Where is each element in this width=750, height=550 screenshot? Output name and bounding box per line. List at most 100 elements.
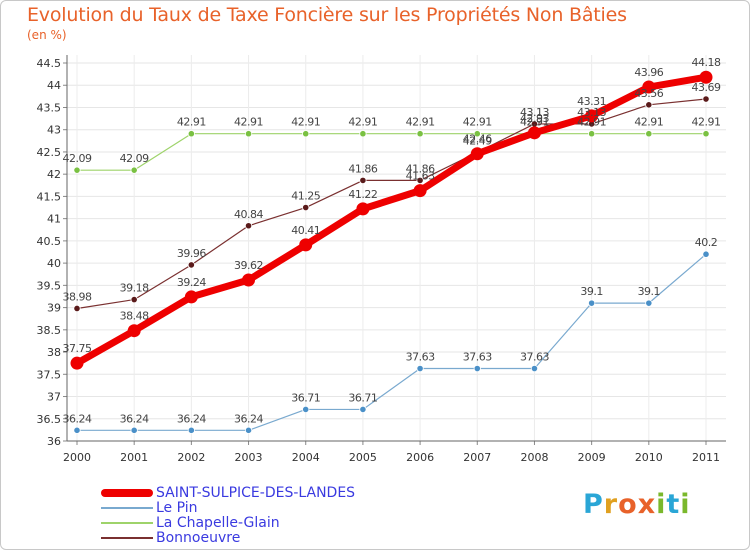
data-point — [302, 130, 310, 138]
data-point — [187, 426, 195, 434]
y-tick-label: 43.5 — [37, 101, 62, 114]
data-point — [702, 95, 710, 103]
x-tick-label: 2010 — [635, 451, 663, 464]
y-tick-label: 38.5 — [37, 324, 62, 337]
data-point — [416, 176, 424, 185]
y-tick-label: 39 — [47, 302, 61, 315]
chart-title: Evolution du Taux de Taxe Foncière sur l… — [27, 4, 627, 26]
data-label: 39.18 — [120, 282, 149, 295]
data-label: 43.69 — [692, 81, 721, 94]
data-labels: 36.24 36.24 36.24 36.24 36.71 36.71 37.63 37.63… — [63, 56, 722, 425]
series-line — [76, 98, 707, 310]
data-label: 44.18 — [692, 56, 721, 69]
data-point — [470, 147, 484, 161]
data-point — [413, 184, 427, 198]
x-tick-label: 2008 — [520, 451, 548, 464]
data-point — [359, 176, 367, 185]
y-tick-label: 41 — [47, 213, 61, 226]
data-label: 41.86 — [348, 162, 377, 175]
data-label: 39.1 — [580, 285, 603, 298]
data-point — [244, 130, 253, 138]
legend-swatch — [101, 522, 153, 524]
data-point — [588, 299, 596, 307]
data-label: 43.13 — [520, 106, 549, 119]
data-label: 42.91 — [463, 116, 492, 129]
data-label: 40.2 — [695, 236, 718, 249]
data-point — [473, 130, 481, 138]
data-point — [302, 203, 310, 212]
data-point — [702, 130, 710, 138]
data-point — [130, 426, 138, 434]
legend-swatch — [101, 507, 153, 509]
data-point — [242, 273, 256, 287]
data-point — [645, 101, 653, 109]
y-tick-label: 42 — [47, 168, 61, 181]
x-tick-label: 2011 — [692, 451, 720, 464]
data-label: 42.91 — [177, 116, 206, 129]
series-line — [73, 73, 710, 367]
data-label: 42.93 — [520, 112, 549, 125]
series-line — [76, 133, 707, 171]
data-point — [473, 364, 481, 373]
data-label: 38.48 — [120, 310, 149, 323]
legend-swatch — [101, 489, 153, 497]
data-label: 37.75 — [63, 342, 92, 355]
data-label: 39.1 — [638, 285, 661, 298]
y-tick-label: 41.5 — [37, 190, 62, 203]
legend-label: SAINT-SULPICE-DES-LANDES — [156, 485, 356, 501]
y-tick-label: 44.5 — [37, 57, 62, 70]
data-label: 37.63 — [463, 351, 492, 364]
data-label: 41.86 — [406, 162, 435, 175]
x-tick-label: 2009 — [578, 451, 606, 464]
x-tick-label: 2000 — [63, 451, 91, 464]
data-point — [585, 109, 599, 123]
data-label: 38.98 — [63, 290, 92, 303]
data-label: 42.91 — [577, 116, 606, 129]
data-point — [642, 80, 656, 94]
data-point — [302, 405, 310, 414]
brand-letter: i — [680, 489, 691, 520]
data-point — [127, 324, 141, 338]
data-point — [356, 202, 370, 216]
data-label: 42.49 — [463, 134, 492, 147]
x-tick-label: 2005 — [349, 451, 377, 464]
x-tick-label: 2002 — [177, 451, 205, 464]
data-label: 37.63 — [520, 351, 549, 364]
brand-logo: Proxiti — [583, 489, 691, 520]
data-label: 36.24 — [234, 412, 263, 425]
data-label: 42.09 — [120, 152, 149, 165]
data-label: 42.91 — [692, 116, 721, 129]
data-point — [645, 130, 653, 138]
y-tick-label: 40.5 — [37, 235, 62, 248]
data-label: 41.22 — [348, 188, 377, 201]
y-tick-label: 38 — [47, 346, 61, 359]
brand-letter: r — [603, 489, 619, 520]
grid — [67, 55, 726, 442]
axes: 3636.53737.53838.53939.54040.54141.54242… — [37, 55, 726, 464]
unit-label: (en %) — [27, 28, 67, 42]
data-point — [645, 299, 653, 307]
y-tick-label: 42.5 — [37, 146, 62, 159]
data-label: 36.24 — [120, 412, 149, 425]
data-label: 40.84 — [234, 208, 263, 221]
legend-label: La Chapelle-Glain — [156, 515, 280, 531]
x-tick-label: 2004 — [292, 451, 320, 464]
data-label: 42.91 — [234, 116, 263, 129]
data-label: 41.25 — [291, 190, 320, 203]
legend-swatch — [101, 537, 153, 539]
data-point — [187, 130, 195, 138]
data-point — [527, 126, 541, 140]
data-point — [530, 364, 539, 373]
legend-label: Bonnoeuvre — [156, 530, 241, 546]
data-label: 42.91 — [348, 116, 377, 129]
data-point — [73, 166, 81, 174]
data-label: 36.24 — [177, 412, 206, 425]
data-point — [359, 405, 367, 414]
data-label: 42.09 — [63, 152, 92, 165]
data-label: 42.46 — [463, 133, 492, 146]
data-label: 40.41 — [291, 224, 320, 237]
series-lines — [70, 70, 713, 434]
y-tick-label: 37 — [47, 391, 61, 404]
